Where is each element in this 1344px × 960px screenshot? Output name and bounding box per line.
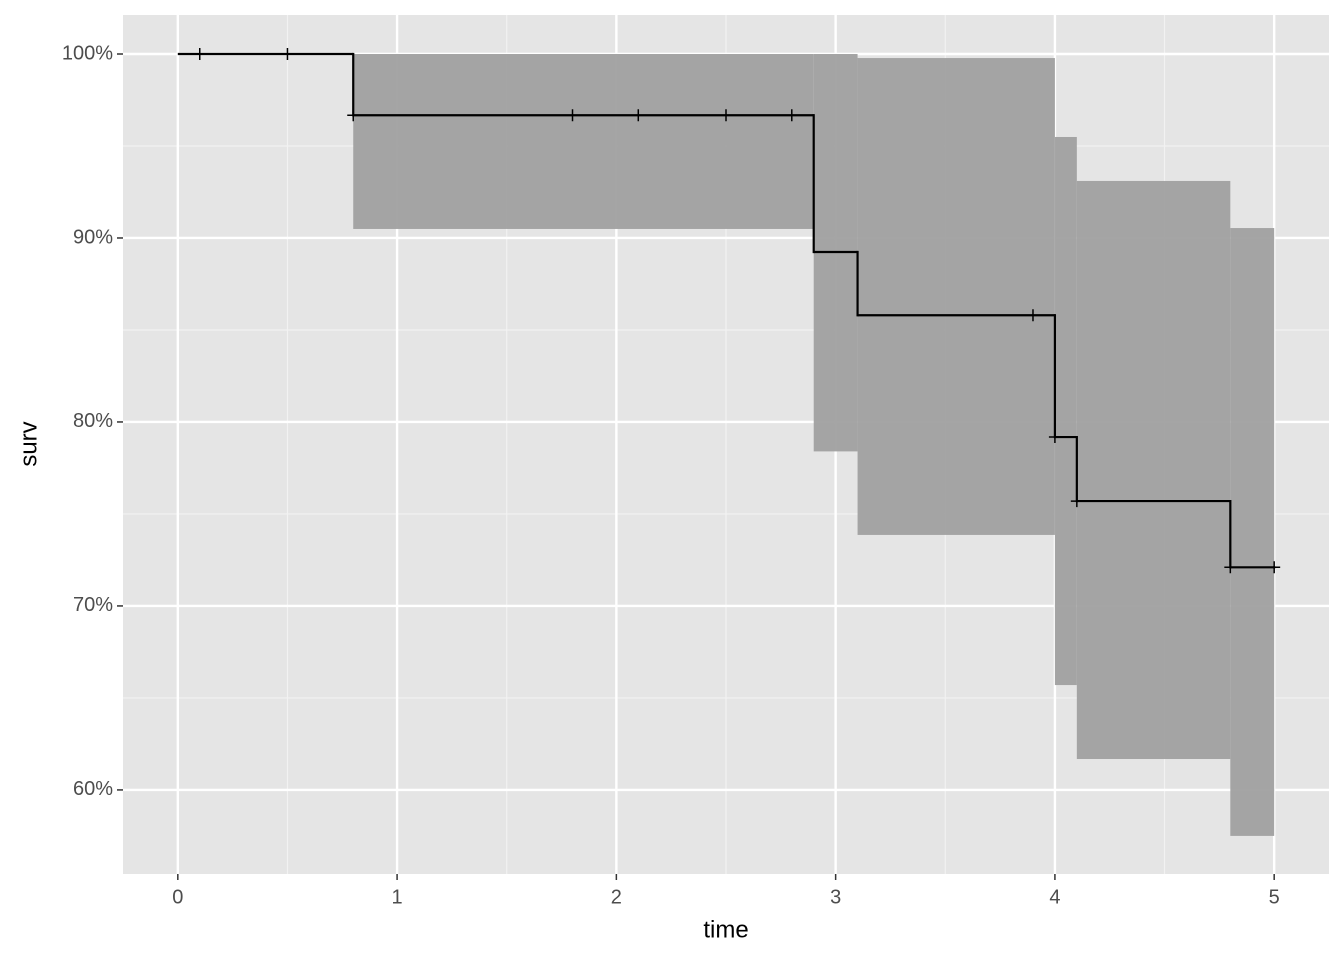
confidence-band bbox=[857, 58, 1055, 535]
censor-mark bbox=[1048, 431, 1061, 444]
censor-mark bbox=[347, 109, 360, 122]
x-tick-label: 2 bbox=[611, 886, 622, 908]
confidence-band bbox=[1076, 180, 1231, 760]
x-tick-label: 1 bbox=[392, 886, 403, 908]
censor-mark bbox=[1224, 561, 1237, 574]
confidence-band bbox=[353, 54, 814, 229]
y-axis-title: surv bbox=[15, 421, 42, 466]
y-tick-label: 100% bbox=[62, 42, 113, 64]
censor-mark bbox=[632, 109, 645, 122]
censor-mark bbox=[1268, 561, 1281, 574]
confidence-band bbox=[1230, 228, 1275, 836]
x-tick-label: 5 bbox=[1269, 886, 1280, 908]
x-axis-title: time bbox=[703, 916, 748, 943]
censor-mark bbox=[785, 109, 798, 122]
x-tick-label: 4 bbox=[1049, 886, 1060, 908]
censor-mark bbox=[1026, 309, 1039, 322]
x-tick-label: 3 bbox=[830, 886, 841, 908]
y-tick-label: 70% bbox=[73, 594, 113, 616]
censor-mark bbox=[566, 109, 579, 122]
y-tick-label: 60% bbox=[73, 778, 113, 800]
censor-mark bbox=[193, 48, 206, 61]
x-tick-label: 0 bbox=[172, 886, 183, 908]
y-tick-label: 90% bbox=[73, 226, 113, 248]
censor-mark bbox=[281, 48, 294, 61]
censor-mark bbox=[720, 109, 732, 122]
censor-mark bbox=[1070, 495, 1083, 508]
y-tick-label: 80% bbox=[73, 410, 113, 432]
confidence-band bbox=[1054, 136, 1077, 686]
